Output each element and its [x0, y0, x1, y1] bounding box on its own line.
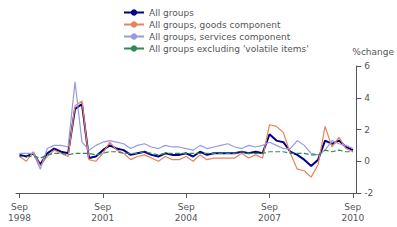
svg-text:2007: 2007 — [258, 213, 281, 223]
svg-text:All groups, services component: All groups, services component — [149, 32, 291, 42]
svg-text:Sep: Sep — [94, 202, 111, 212]
svg-text:-2: -2 — [364, 188, 373, 198]
svg-text:All groups, goods component: All groups, goods component — [149, 20, 281, 30]
svg-text:2001: 2001 — [91, 213, 114, 223]
svg-text:Sep: Sep — [261, 202, 278, 212]
svg-text:0: 0 — [364, 156, 370, 166]
svg-text:2010: 2010 — [341, 213, 364, 223]
svg-text:2: 2 — [364, 125, 370, 135]
svg-text:Sep: Sep — [11, 202, 28, 212]
svg-text:1998: 1998 — [8, 213, 31, 223]
svg-text:%change: %change — [352, 47, 394, 57]
svg-text:4: 4 — [364, 93, 370, 103]
svg-text:All groups: All groups — [149, 8, 194, 18]
svg-text:Sep: Sep — [344, 202, 361, 212]
svg-text:All groups excluding 'volatile: All groups excluding 'volatile items' — [149, 44, 309, 54]
svg-text:6: 6 — [364, 61, 370, 71]
svg-text:Sep: Sep — [178, 202, 195, 212]
svg-text:2004: 2004 — [175, 213, 198, 223]
